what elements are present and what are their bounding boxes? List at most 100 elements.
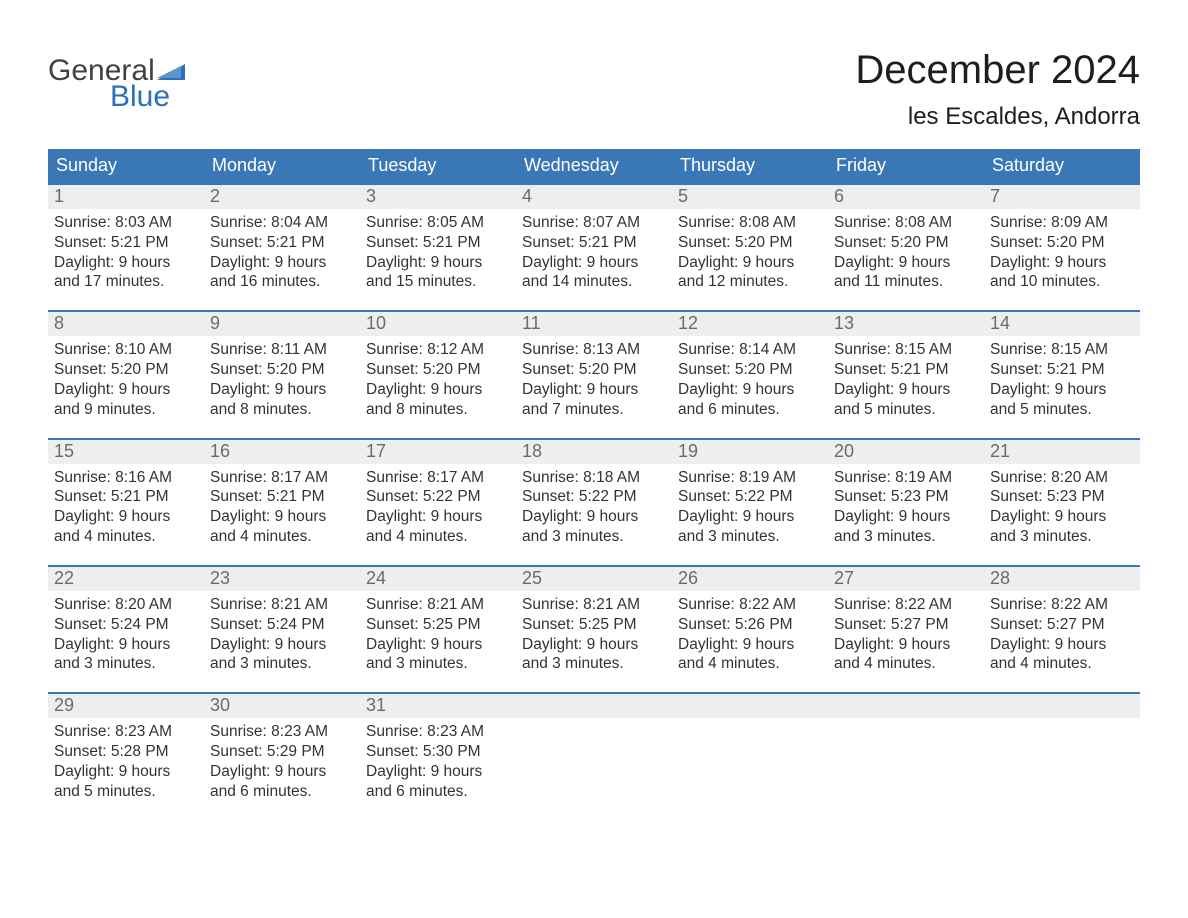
sunset-text: Sunset: 5:27 PM bbox=[834, 615, 978, 635]
day-cell: 29Sunrise: 8:23 AMSunset: 5:28 PMDayligh… bbox=[48, 694, 204, 805]
day-details: Sunrise: 8:13 AMSunset: 5:20 PMDaylight:… bbox=[516, 336, 672, 419]
daylight-text-1: Daylight: 9 hours bbox=[522, 635, 666, 655]
day-number: 11 bbox=[516, 312, 672, 336]
day-cell: 31Sunrise: 8:23 AMSunset: 5:30 PMDayligh… bbox=[360, 694, 516, 805]
dow-friday: Friday bbox=[828, 149, 984, 183]
day-cell: 17Sunrise: 8:17 AMSunset: 5:22 PMDayligh… bbox=[360, 440, 516, 551]
sunrise-text: Sunrise: 8:17 AM bbox=[366, 468, 510, 488]
day-number: 23 bbox=[204, 567, 360, 591]
sunset-text: Sunset: 5:20 PM bbox=[834, 233, 978, 253]
day-cell: 15Sunrise: 8:16 AMSunset: 5:21 PMDayligh… bbox=[48, 440, 204, 551]
day-details: Sunrise: 8:18 AMSunset: 5:22 PMDaylight:… bbox=[516, 464, 672, 547]
day-details: Sunrise: 8:23 AMSunset: 5:29 PMDaylight:… bbox=[204, 718, 360, 801]
sunrise-text: Sunrise: 8:14 AM bbox=[678, 340, 822, 360]
day-cell: 9Sunrise: 8:11 AMSunset: 5:20 PMDaylight… bbox=[204, 312, 360, 423]
day-details: Sunrise: 8:12 AMSunset: 5:20 PMDaylight:… bbox=[360, 336, 516, 419]
day-details: Sunrise: 8:21 AMSunset: 5:24 PMDaylight:… bbox=[204, 591, 360, 674]
day-number: . bbox=[828, 694, 984, 718]
location-label: les Escaldes, Andorra bbox=[855, 103, 1140, 131]
day-cell: . bbox=[672, 694, 828, 805]
day-number: . bbox=[672, 694, 828, 718]
sunrise-text: Sunrise: 8:21 AM bbox=[366, 595, 510, 615]
day-cell: 21Sunrise: 8:20 AMSunset: 5:23 PMDayligh… bbox=[984, 440, 1140, 551]
daylight-text-2: and 15 minutes. bbox=[366, 272, 510, 292]
day-number: 14 bbox=[984, 312, 1140, 336]
sunset-text: Sunset: 5:21 PM bbox=[834, 360, 978, 380]
sunset-text: Sunset: 5:21 PM bbox=[210, 487, 354, 507]
daylight-text-1: Daylight: 9 hours bbox=[678, 635, 822, 655]
sunrise-text: Sunrise: 8:23 AM bbox=[54, 722, 198, 742]
day-number: 8 bbox=[48, 312, 204, 336]
daylight-text-1: Daylight: 9 hours bbox=[366, 380, 510, 400]
sunset-text: Sunset: 5:21 PM bbox=[990, 360, 1134, 380]
day-cell: 22Sunrise: 8:20 AMSunset: 5:24 PMDayligh… bbox=[48, 567, 204, 678]
daylight-text-2: and 9 minutes. bbox=[54, 400, 198, 420]
day-details: Sunrise: 8:17 AMSunset: 5:22 PMDaylight:… bbox=[360, 464, 516, 547]
day-cell: 25Sunrise: 8:21 AMSunset: 5:25 PMDayligh… bbox=[516, 567, 672, 678]
day-details: Sunrise: 8:20 AMSunset: 5:24 PMDaylight:… bbox=[48, 591, 204, 674]
sunrise-text: Sunrise: 8:22 AM bbox=[834, 595, 978, 615]
daylight-text-1: Daylight: 9 hours bbox=[990, 635, 1134, 655]
daylight-text-1: Daylight: 9 hours bbox=[834, 635, 978, 655]
sunset-text: Sunset: 5:22 PM bbox=[366, 487, 510, 507]
daylight-text-1: Daylight: 9 hours bbox=[366, 507, 510, 527]
day-number: 28 bbox=[984, 567, 1140, 591]
sunrise-text: Sunrise: 8:12 AM bbox=[366, 340, 510, 360]
daylight-text-1: Daylight: 9 hours bbox=[54, 762, 198, 782]
daylight-text-2: and 8 minutes. bbox=[210, 400, 354, 420]
day-details: Sunrise: 8:03 AMSunset: 5:21 PMDaylight:… bbox=[48, 209, 204, 292]
daylight-text-1: Daylight: 9 hours bbox=[210, 380, 354, 400]
daylight-text-2: and 3 minutes. bbox=[990, 527, 1134, 547]
day-cell: 27 Sunrise: 8:22 AMSunset: 5:27 PMDayligh… bbox=[828, 567, 984, 678]
day-number: 21 bbox=[984, 440, 1140, 464]
daylight-text-2: and 6 minutes. bbox=[210, 782, 354, 802]
sunrise-text: Sunrise: 8:07 AM bbox=[522, 213, 666, 233]
sunset-text: Sunset: 5:29 PM bbox=[210, 742, 354, 762]
sunrise-text: Sunrise: 8:21 AM bbox=[210, 595, 354, 615]
daylight-text-1: Daylight: 9 hours bbox=[522, 507, 666, 527]
day-cell: 23Sunrise: 8:21 AMSunset: 5:24 PMDayligh… bbox=[204, 567, 360, 678]
sunrise-text: Sunrise: 8:17 AM bbox=[210, 468, 354, 488]
daylight-text-1: Daylight: 9 hours bbox=[834, 253, 978, 273]
daylight-text-1: Daylight: 9 hours bbox=[210, 762, 354, 782]
brand-logo: General Blue bbox=[48, 56, 185, 112]
daylight-text-2: and 6 minutes. bbox=[678, 400, 822, 420]
sunrise-text: Sunrise: 8:20 AM bbox=[54, 595, 198, 615]
daylight-text-2: and 12 minutes. bbox=[678, 272, 822, 292]
day-cell: . bbox=[828, 694, 984, 805]
day-number: 26 bbox=[672, 567, 828, 591]
daylight-text-2: and 6 minutes. bbox=[366, 782, 510, 802]
day-number: 13 bbox=[828, 312, 984, 336]
day-cell: 2Sunrise: 8:04 AMSunset: 5:21 PMDaylight… bbox=[204, 185, 360, 296]
day-cell: 20Sunrise: 8:19 AMSunset: 5:23 PMDayligh… bbox=[828, 440, 984, 551]
day-number: 16 bbox=[204, 440, 360, 464]
sunrise-text: Sunrise: 8:03 AM bbox=[54, 213, 198, 233]
sunrise-text: Sunrise: 8:11 AM bbox=[210, 340, 354, 360]
day-number: . bbox=[516, 694, 672, 718]
day-number: 4 bbox=[516, 185, 672, 209]
dow-wednesday: Wednesday bbox=[516, 149, 672, 183]
week-row: 29Sunrise: 8:23 AMSunset: 5:28 PMDayligh… bbox=[48, 692, 1140, 805]
day-details: Sunrise: 8:14 AMSunset: 5:20 PMDaylight:… bbox=[672, 336, 828, 419]
daylight-text-2: and 3 minutes. bbox=[678, 527, 822, 547]
day-cell: 7Sunrise: 8:09 AMSunset: 5:20 PMDaylight… bbox=[984, 185, 1140, 296]
day-number: 5 bbox=[672, 185, 828, 209]
day-details: Sunrise: 8:15 AMSunset: 5:21 PMDaylight:… bbox=[984, 336, 1140, 419]
sunrise-text: Sunrise: 8:09 AM bbox=[990, 213, 1134, 233]
daylight-text-1: Daylight: 9 hours bbox=[678, 507, 822, 527]
sunset-text: Sunset: 5:21 PM bbox=[522, 233, 666, 253]
day-of-week-header: Sunday Monday Tuesday Wednesday Thursday… bbox=[48, 149, 1140, 183]
day-cell: 5Sunrise: 8:08 AMSunset: 5:20 PMDaylight… bbox=[672, 185, 828, 296]
day-number: 27 bbox=[828, 567, 984, 591]
daylight-text-1: Daylight: 9 hours bbox=[990, 253, 1134, 273]
dow-tuesday: Tuesday bbox=[360, 149, 516, 183]
sunrise-text: Sunrise: 8:04 AM bbox=[210, 213, 354, 233]
sunset-text: Sunset: 5:20 PM bbox=[678, 233, 822, 253]
day-cell: 30Sunrise: 8:23 AMSunset: 5:29 PMDayligh… bbox=[204, 694, 360, 805]
day-cell: 24Sunrise: 8:21 AMSunset: 5:25 PMDayligh… bbox=[360, 567, 516, 678]
sunrise-text: Sunrise: 8:16 AM bbox=[54, 468, 198, 488]
day-number: 12 bbox=[672, 312, 828, 336]
sunset-text: Sunset: 5:20 PM bbox=[54, 360, 198, 380]
day-details: Sunrise: 8:15 AMSunset: 5:21 PMDaylight:… bbox=[828, 336, 984, 419]
daylight-text-2: and 16 minutes. bbox=[210, 272, 354, 292]
